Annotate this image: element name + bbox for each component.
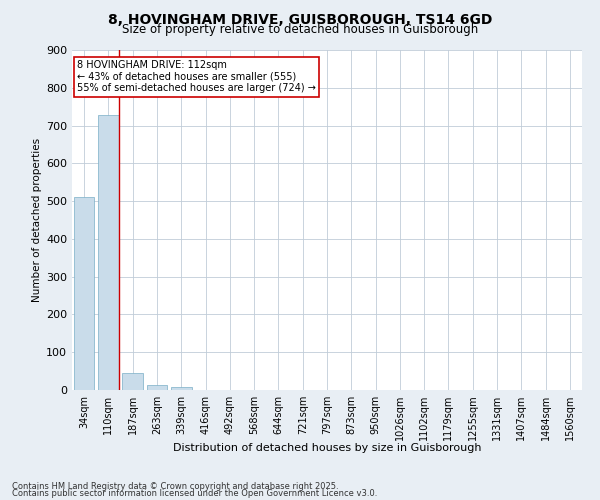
Y-axis label: Number of detached properties: Number of detached properties (32, 138, 42, 302)
Bar (98, 116, 119, 390)
Bar (171, 388, 191, 390)
Bar (122, 373, 143, 390)
Text: Contains public sector information licensed under the Open Government Licence v3: Contains public sector information licen… (12, 489, 377, 498)
Text: 8 HOVINGHAM DRIVE: 112sqm
← 43% of detached houses are smaller (555)
55% of semi: 8 HOVINGHAM DRIVE: 112sqm ← 43% of detac… (77, 60, 316, 94)
Text: Size of property relative to detached houses in Guisborough: Size of property relative to detached ho… (122, 22, 478, 36)
Text: 8, HOVINGHAM DRIVE, GUISBOROUGH, TS14 6GD: 8, HOVINGHAM DRIVE, GUISBOROUGH, TS14 6G… (108, 12, 492, 26)
Bar (146, 386, 167, 390)
Text: Contains HM Land Registry data © Crown copyright and database right 2025.: Contains HM Land Registry data © Crown c… (12, 482, 338, 491)
X-axis label: Distribution of detached houses by size in Guisborough: Distribution of detached houses by size … (173, 444, 481, 454)
Bar (74, 198, 94, 390)
